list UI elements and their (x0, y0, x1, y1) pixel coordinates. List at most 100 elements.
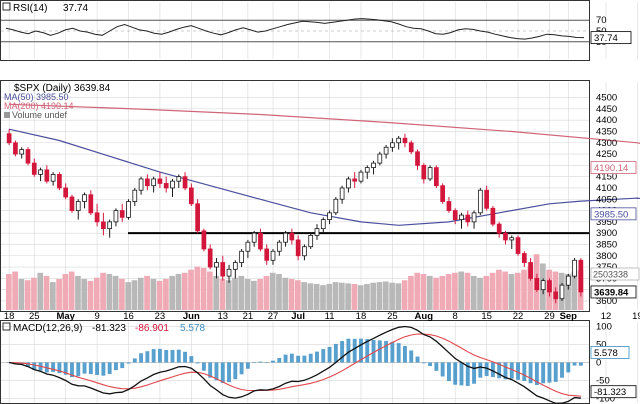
macd-histogram-bar (220, 362, 225, 383)
candle-body (6, 133, 12, 144)
volume-bar (477, 277, 483, 310)
volume-bar (144, 275, 150, 310)
macd-histogram-bar (183, 351, 188, 363)
volume-bar (420, 274, 427, 310)
macd-histogram-bar (264, 362, 269, 363)
price-tick-label: 4500 (596, 93, 617, 104)
macd-histogram-bar (428, 362, 433, 367)
macd-histogram-bar (120, 362, 125, 369)
ma50-legend: MA(50) 3985.50 (4, 92, 69, 102)
macd-label: MACD(12,26,9) (13, 323, 82, 334)
candle-body (245, 241, 251, 252)
volume-bar (43, 275, 50, 310)
candle-body (113, 210, 119, 223)
ma200-line (9, 103, 640, 144)
candle-body (176, 176, 182, 182)
macd-histogram-bar (472, 362, 477, 384)
volume-bar (313, 283, 320, 310)
candle-body (145, 178, 150, 187)
volume-bar (62, 274, 69, 310)
volume-bar (338, 282, 345, 310)
x-tick-label: 8 (453, 311, 458, 322)
macd-histogram-bar (547, 362, 552, 383)
macd-histogram-bar (446, 362, 451, 382)
macd-histogram-bar (95, 362, 100, 375)
volume-legend: Volume undef (12, 110, 68, 120)
candle-body (38, 169, 43, 175)
macd-histogram-bar (271, 360, 275, 363)
candle-body (138, 178, 144, 191)
candle-body (302, 246, 307, 257)
macd-histogram-bar (157, 348, 162, 363)
macd-histogram-bar (245, 362, 250, 369)
macd-histogram-bar (522, 362, 527, 382)
volume-bar (175, 274, 182, 310)
macd-histogram-bar (289, 353, 294, 363)
candle-body (534, 277, 540, 291)
volume-bar (351, 283, 358, 310)
macd-histogram-bar (434, 362, 439, 371)
candle-body (239, 250, 244, 263)
candle-body (559, 284, 565, 300)
macd-histogram-bar (396, 343, 401, 363)
volume-bar (131, 280, 138, 310)
candle-body (270, 250, 276, 261)
rsi-panel (0, 0, 590, 61)
macd-histogram-bar (26, 362, 30, 367)
volume-bar (288, 279, 295, 310)
x-tick-label: 22 (513, 311, 524, 322)
macd-histogram-bar (516, 362, 520, 380)
macd-histogram-bar (208, 362, 213, 378)
candle-body (63, 187, 69, 198)
macd-histogram-bar (566, 362, 571, 373)
macd-histogram-bar (308, 353, 313, 363)
volume-bar (12, 271, 18, 310)
candle-body (471, 212, 477, 223)
volume-bar (295, 280, 301, 310)
volume-bar (150, 279, 157, 310)
macd-histogram-bar (421, 362, 426, 364)
volume-bar (458, 271, 465, 310)
macd-signal-value: -86.901 (135, 323, 169, 334)
rsi-line (5, 18, 585, 40)
macd-histogram-bar (478, 362, 483, 378)
candle-body (188, 187, 194, 205)
price-last-label: 3639.84 (594, 287, 629, 298)
candle-body (258, 232, 263, 250)
rsi-last-label: 37.74 (594, 33, 618, 44)
x-tick-label: Jul (291, 311, 305, 322)
candle-body (94, 212, 100, 223)
ma50-line (8, 128, 640, 226)
rsi-label: RSI(14) (13, 3, 47, 14)
macd-histogram-bar (402, 345, 407, 363)
candle-body (75, 201, 81, 211)
macd-last-box (590, 385, 637, 399)
volume-bar (496, 269, 502, 310)
candle-body (44, 169, 50, 182)
volume-bar (100, 272, 106, 310)
macd-histogram-bar (145, 351, 150, 363)
ma200-last-label: 4190.14 (594, 163, 628, 174)
price-tick-label: 4350 (596, 126, 617, 137)
candle-body (19, 149, 25, 155)
macd-value: -81.323 (92, 323, 126, 334)
volume-bar (426, 275, 433, 310)
candle-body (572, 259, 577, 277)
macd-histogram-bar (139, 353, 144, 363)
macd-histogram-bar (214, 362, 219, 381)
candle-body (82, 194, 87, 202)
candle-body (50, 173, 56, 182)
macd-histogram-bar (107, 362, 112, 374)
volume-bar (263, 275, 270, 310)
x-tick-label: 18 (4, 311, 15, 322)
macd-line (8, 325, 581, 404)
macd-legend: MACD(12,26,9) -81.323 -86.901 5.578 (2, 322, 205, 334)
macd-histogram-bar (333, 343, 338, 363)
candle-body (377, 153, 383, 164)
volume-bar (445, 274, 452, 310)
macd-histogram-bar (70, 362, 74, 378)
candle-body (31, 162, 37, 175)
candle-body (565, 275, 571, 286)
candle-body (283, 232, 288, 243)
candle-body (452, 210, 458, 220)
